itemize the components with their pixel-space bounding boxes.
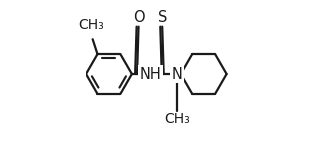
Text: CH₃: CH₃ (78, 18, 104, 32)
Text: CH₃: CH₃ (164, 112, 190, 126)
Text: S: S (157, 10, 167, 25)
Text: O: O (133, 10, 144, 25)
Text: NH: NH (140, 66, 161, 82)
Text: N: N (172, 66, 182, 82)
